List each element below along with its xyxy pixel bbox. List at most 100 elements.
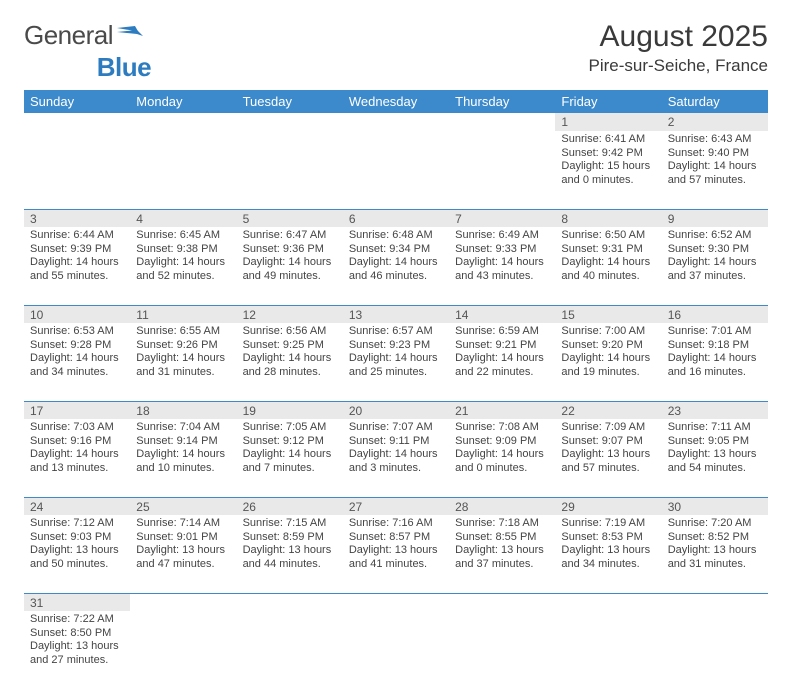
day-number bbox=[662, 593, 768, 611]
daylight-text: and 34 minutes. bbox=[561, 558, 655, 572]
day-number: 13 bbox=[343, 305, 449, 323]
day-cell: Sunrise: 7:05 AMSunset: 9:12 PMDaylight:… bbox=[237, 419, 343, 497]
daylight-text: Daylight: 13 hours bbox=[30, 640, 124, 654]
daylight-text: and 0 minutes. bbox=[455, 462, 549, 476]
day-cell: Sunrise: 7:00 AMSunset: 9:20 PMDaylight:… bbox=[555, 323, 661, 401]
day-number: 6 bbox=[343, 209, 449, 227]
day-header: Wednesday bbox=[343, 90, 449, 113]
daynum-row: 3456789 bbox=[24, 209, 768, 227]
sunset-text: Sunset: 9:14 PM bbox=[136, 435, 230, 449]
day-number: 1 bbox=[555, 113, 661, 131]
day-cell: Sunrise: 7:12 AMSunset: 9:03 PMDaylight:… bbox=[24, 515, 130, 593]
daylight-text: Daylight: 14 hours bbox=[243, 256, 337, 270]
day-cell bbox=[24, 131, 130, 209]
sunset-text: Sunset: 9:38 PM bbox=[136, 243, 230, 257]
day-number: 22 bbox=[555, 401, 661, 419]
day-number bbox=[555, 593, 661, 611]
day-cell: Sunrise: 6:43 AMSunset: 9:40 PMDaylight:… bbox=[662, 131, 768, 209]
day-number: 31 bbox=[24, 593, 130, 611]
sunrise-text: Sunrise: 6:45 AM bbox=[136, 229, 230, 243]
sunrise-text: Sunrise: 6:55 AM bbox=[136, 325, 230, 339]
day-number: 23 bbox=[662, 401, 768, 419]
day-cell bbox=[662, 611, 768, 689]
daylight-text: Daylight: 14 hours bbox=[136, 352, 230, 366]
sunset-text: Sunset: 8:53 PM bbox=[561, 531, 655, 545]
location: Pire-sur-Seiche, France bbox=[588, 56, 768, 76]
day-number: 18 bbox=[130, 401, 236, 419]
day-cell: Sunrise: 6:56 AMSunset: 9:25 PMDaylight:… bbox=[237, 323, 343, 401]
daynum-row: 31 bbox=[24, 593, 768, 611]
daylight-text: and 47 minutes. bbox=[136, 558, 230, 572]
day-number bbox=[343, 113, 449, 131]
day-cell bbox=[237, 131, 343, 209]
daylight-text: Daylight: 13 hours bbox=[30, 544, 124, 558]
sunset-text: Sunset: 9:25 PM bbox=[243, 339, 337, 353]
day-cell: Sunrise: 6:55 AMSunset: 9:26 PMDaylight:… bbox=[130, 323, 236, 401]
daylight-text: and 13 minutes. bbox=[30, 462, 124, 476]
sunrise-text: Sunrise: 7:05 AM bbox=[243, 421, 337, 435]
sunrise-text: Sunrise: 6:41 AM bbox=[561, 133, 655, 147]
sunset-text: Sunset: 9:16 PM bbox=[30, 435, 124, 449]
day-cell: Sunrise: 6:45 AMSunset: 9:38 PMDaylight:… bbox=[130, 227, 236, 305]
title-block: August 2025 Pire-sur-Seiche, France bbox=[588, 20, 768, 76]
sunset-text: Sunset: 9:40 PM bbox=[668, 147, 762, 161]
sunset-text: Sunset: 9:33 PM bbox=[455, 243, 549, 257]
daylight-text: and 10 minutes. bbox=[136, 462, 230, 476]
sunset-text: Sunset: 9:01 PM bbox=[136, 531, 230, 545]
daylight-text: and 25 minutes. bbox=[349, 366, 443, 380]
daylight-text: Daylight: 14 hours bbox=[349, 448, 443, 462]
day-cell: Sunrise: 6:52 AMSunset: 9:30 PMDaylight:… bbox=[662, 227, 768, 305]
day-number: 19 bbox=[237, 401, 343, 419]
sunset-text: Sunset: 9:20 PM bbox=[561, 339, 655, 353]
daylight-text: and 3 minutes. bbox=[349, 462, 443, 476]
day-number: 24 bbox=[24, 497, 130, 515]
daylight-text: Daylight: 13 hours bbox=[668, 448, 762, 462]
daylight-text: and 7 minutes. bbox=[243, 462, 337, 476]
day-number: 15 bbox=[555, 305, 661, 323]
sunrise-text: Sunrise: 7:12 AM bbox=[30, 517, 124, 531]
sunset-text: Sunset: 8:55 PM bbox=[455, 531, 549, 545]
brand-logo: General bbox=[24, 20, 143, 51]
daylight-text: and 37 minutes. bbox=[455, 558, 549, 572]
day-number: 14 bbox=[449, 305, 555, 323]
day-cell: Sunrise: 7:09 AMSunset: 9:07 PMDaylight:… bbox=[555, 419, 661, 497]
daylight-text: and 22 minutes. bbox=[455, 366, 549, 380]
day-number: 26 bbox=[237, 497, 343, 515]
sunset-text: Sunset: 9:36 PM bbox=[243, 243, 337, 257]
day-number bbox=[449, 593, 555, 611]
sunrise-text: Sunrise: 7:00 AM bbox=[561, 325, 655, 339]
daylight-text: and 55 minutes. bbox=[30, 270, 124, 284]
detail-row: Sunrise: 7:03 AMSunset: 9:16 PMDaylight:… bbox=[24, 419, 768, 497]
daylight-text: Daylight: 13 hours bbox=[349, 544, 443, 558]
day-number bbox=[130, 593, 236, 611]
day-cell: Sunrise: 7:19 AMSunset: 8:53 PMDaylight:… bbox=[555, 515, 661, 593]
daynum-row: 17181920212223 bbox=[24, 401, 768, 419]
sunset-text: Sunset: 9:26 PM bbox=[136, 339, 230, 353]
sunset-text: Sunset: 9:07 PM bbox=[561, 435, 655, 449]
day-cell: Sunrise: 7:22 AMSunset: 8:50 PMDaylight:… bbox=[24, 611, 130, 689]
daylight-text: and 57 minutes. bbox=[668, 174, 762, 188]
day-cell bbox=[555, 611, 661, 689]
sunset-text: Sunset: 9:18 PM bbox=[668, 339, 762, 353]
daylight-text: Daylight: 14 hours bbox=[30, 448, 124, 462]
daylight-text: Daylight: 13 hours bbox=[136, 544, 230, 558]
day-number bbox=[130, 113, 236, 131]
sunrise-text: Sunrise: 6:56 AM bbox=[243, 325, 337, 339]
sunset-text: Sunset: 8:52 PM bbox=[668, 531, 762, 545]
daylight-text: and 46 minutes. bbox=[349, 270, 443, 284]
day-cell: Sunrise: 6:49 AMSunset: 9:33 PMDaylight:… bbox=[449, 227, 555, 305]
day-cell bbox=[237, 611, 343, 689]
daynum-row: 24252627282930 bbox=[24, 497, 768, 515]
day-cell bbox=[130, 131, 236, 209]
day-cell: Sunrise: 6:50 AMSunset: 9:31 PMDaylight:… bbox=[555, 227, 661, 305]
day-number: 27 bbox=[343, 497, 449, 515]
day-cell bbox=[449, 611, 555, 689]
day-number: 29 bbox=[555, 497, 661, 515]
sunrise-text: Sunrise: 7:14 AM bbox=[136, 517, 230, 531]
day-number bbox=[24, 113, 130, 131]
daylight-text: and 40 minutes. bbox=[561, 270, 655, 284]
sunrise-text: Sunrise: 7:04 AM bbox=[136, 421, 230, 435]
day-number: 9 bbox=[662, 209, 768, 227]
daylight-text: Daylight: 14 hours bbox=[455, 448, 549, 462]
daylight-text: Daylight: 14 hours bbox=[136, 256, 230, 270]
